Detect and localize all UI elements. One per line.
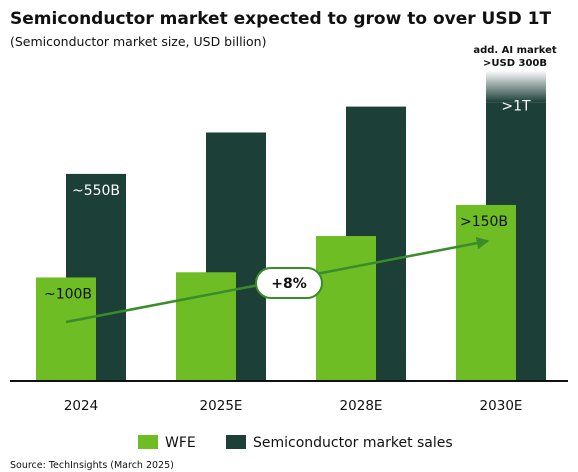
x-tick-labels: 2024 2025E 2028E 2030E bbox=[64, 398, 523, 414]
growth-pill bbox=[255, 267, 323, 299]
legend-label-wfe: WFE bbox=[165, 435, 196, 451]
growth-label: +8% bbox=[271, 276, 307, 292]
x-tick-label: 2030E bbox=[480, 398, 523, 414]
ai-note-line2: >USD 300B bbox=[483, 58, 547, 69]
semi-data-label: ~550B bbox=[72, 183, 120, 199]
source-note: Source: TechInsights (March 2025) bbox=[10, 460, 174, 471]
legend-label-semi: Semiconductor market sales bbox=[253, 435, 453, 451]
wfe-bar bbox=[36, 277, 96, 381]
wfe-bar bbox=[176, 272, 236, 381]
ai-note-line1: add. AI market bbox=[473, 45, 557, 56]
wfe-data-label: >150B bbox=[460, 214, 508, 230]
chart-subtitle: (Semiconductor market size, USD billion) bbox=[10, 34, 266, 49]
legend-swatch-wfe bbox=[138, 435, 158, 449]
semi-bar-fade bbox=[486, 70, 546, 103]
x-tick-label: 2028E bbox=[340, 398, 383, 414]
legend: WFE Semiconductor market sales bbox=[138, 435, 453, 451]
x-tick-label: 2025E bbox=[200, 398, 243, 414]
wfe-bar bbox=[316, 236, 376, 381]
legend-swatch-semi bbox=[226, 435, 246, 449]
semi-data-label: >1T bbox=[501, 98, 531, 114]
wfe-data-label: ~100B bbox=[44, 286, 92, 302]
x-tick-label: 2024 bbox=[64, 398, 98, 414]
wfe-bar bbox=[456, 204, 516, 381]
labels-group: ~550B ~100B >1T >150B bbox=[44, 98, 531, 302]
chart-title: Semiconductor market expected to grow to… bbox=[10, 9, 551, 29]
